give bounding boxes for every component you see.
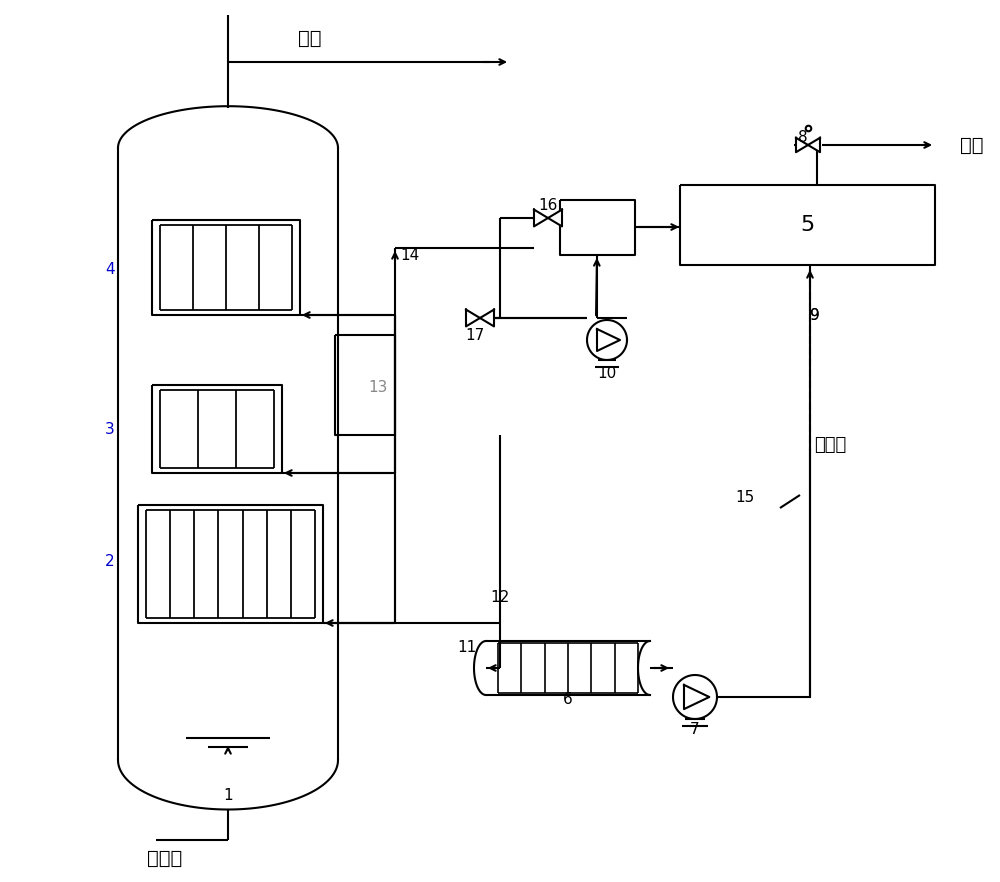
Text: 5: 5 (800, 215, 815, 235)
Text: 10: 10 (597, 365, 617, 380)
Text: 11: 11 (457, 640, 477, 655)
Polygon shape (466, 310, 480, 326)
Text: 17: 17 (465, 327, 485, 342)
Text: 12: 12 (490, 591, 510, 606)
Text: 4: 4 (105, 263, 115, 278)
Text: 15: 15 (735, 490, 755, 505)
Polygon shape (548, 210, 562, 227)
Text: 9: 9 (810, 308, 820, 323)
Text: 14: 14 (400, 248, 420, 263)
Polygon shape (808, 138, 820, 153)
Text: 7: 7 (690, 722, 700, 737)
Text: 产气: 产气 (298, 28, 322, 48)
Text: 蒸汽: 蒸汽 (960, 136, 984, 154)
Polygon shape (534, 210, 548, 227)
Text: 8: 8 (798, 131, 808, 146)
Text: 1: 1 (223, 788, 233, 803)
Polygon shape (796, 138, 808, 153)
Polygon shape (480, 310, 494, 326)
Text: 合成气: 合成气 (147, 848, 183, 868)
Text: 6: 6 (563, 692, 573, 707)
Text: 2: 2 (105, 555, 115, 570)
Text: 补充水: 补充水 (814, 436, 846, 454)
Text: 3: 3 (105, 422, 115, 437)
Text: 16: 16 (538, 198, 558, 213)
Text: 13: 13 (368, 380, 388, 395)
Text: 9: 9 (810, 308, 820, 323)
